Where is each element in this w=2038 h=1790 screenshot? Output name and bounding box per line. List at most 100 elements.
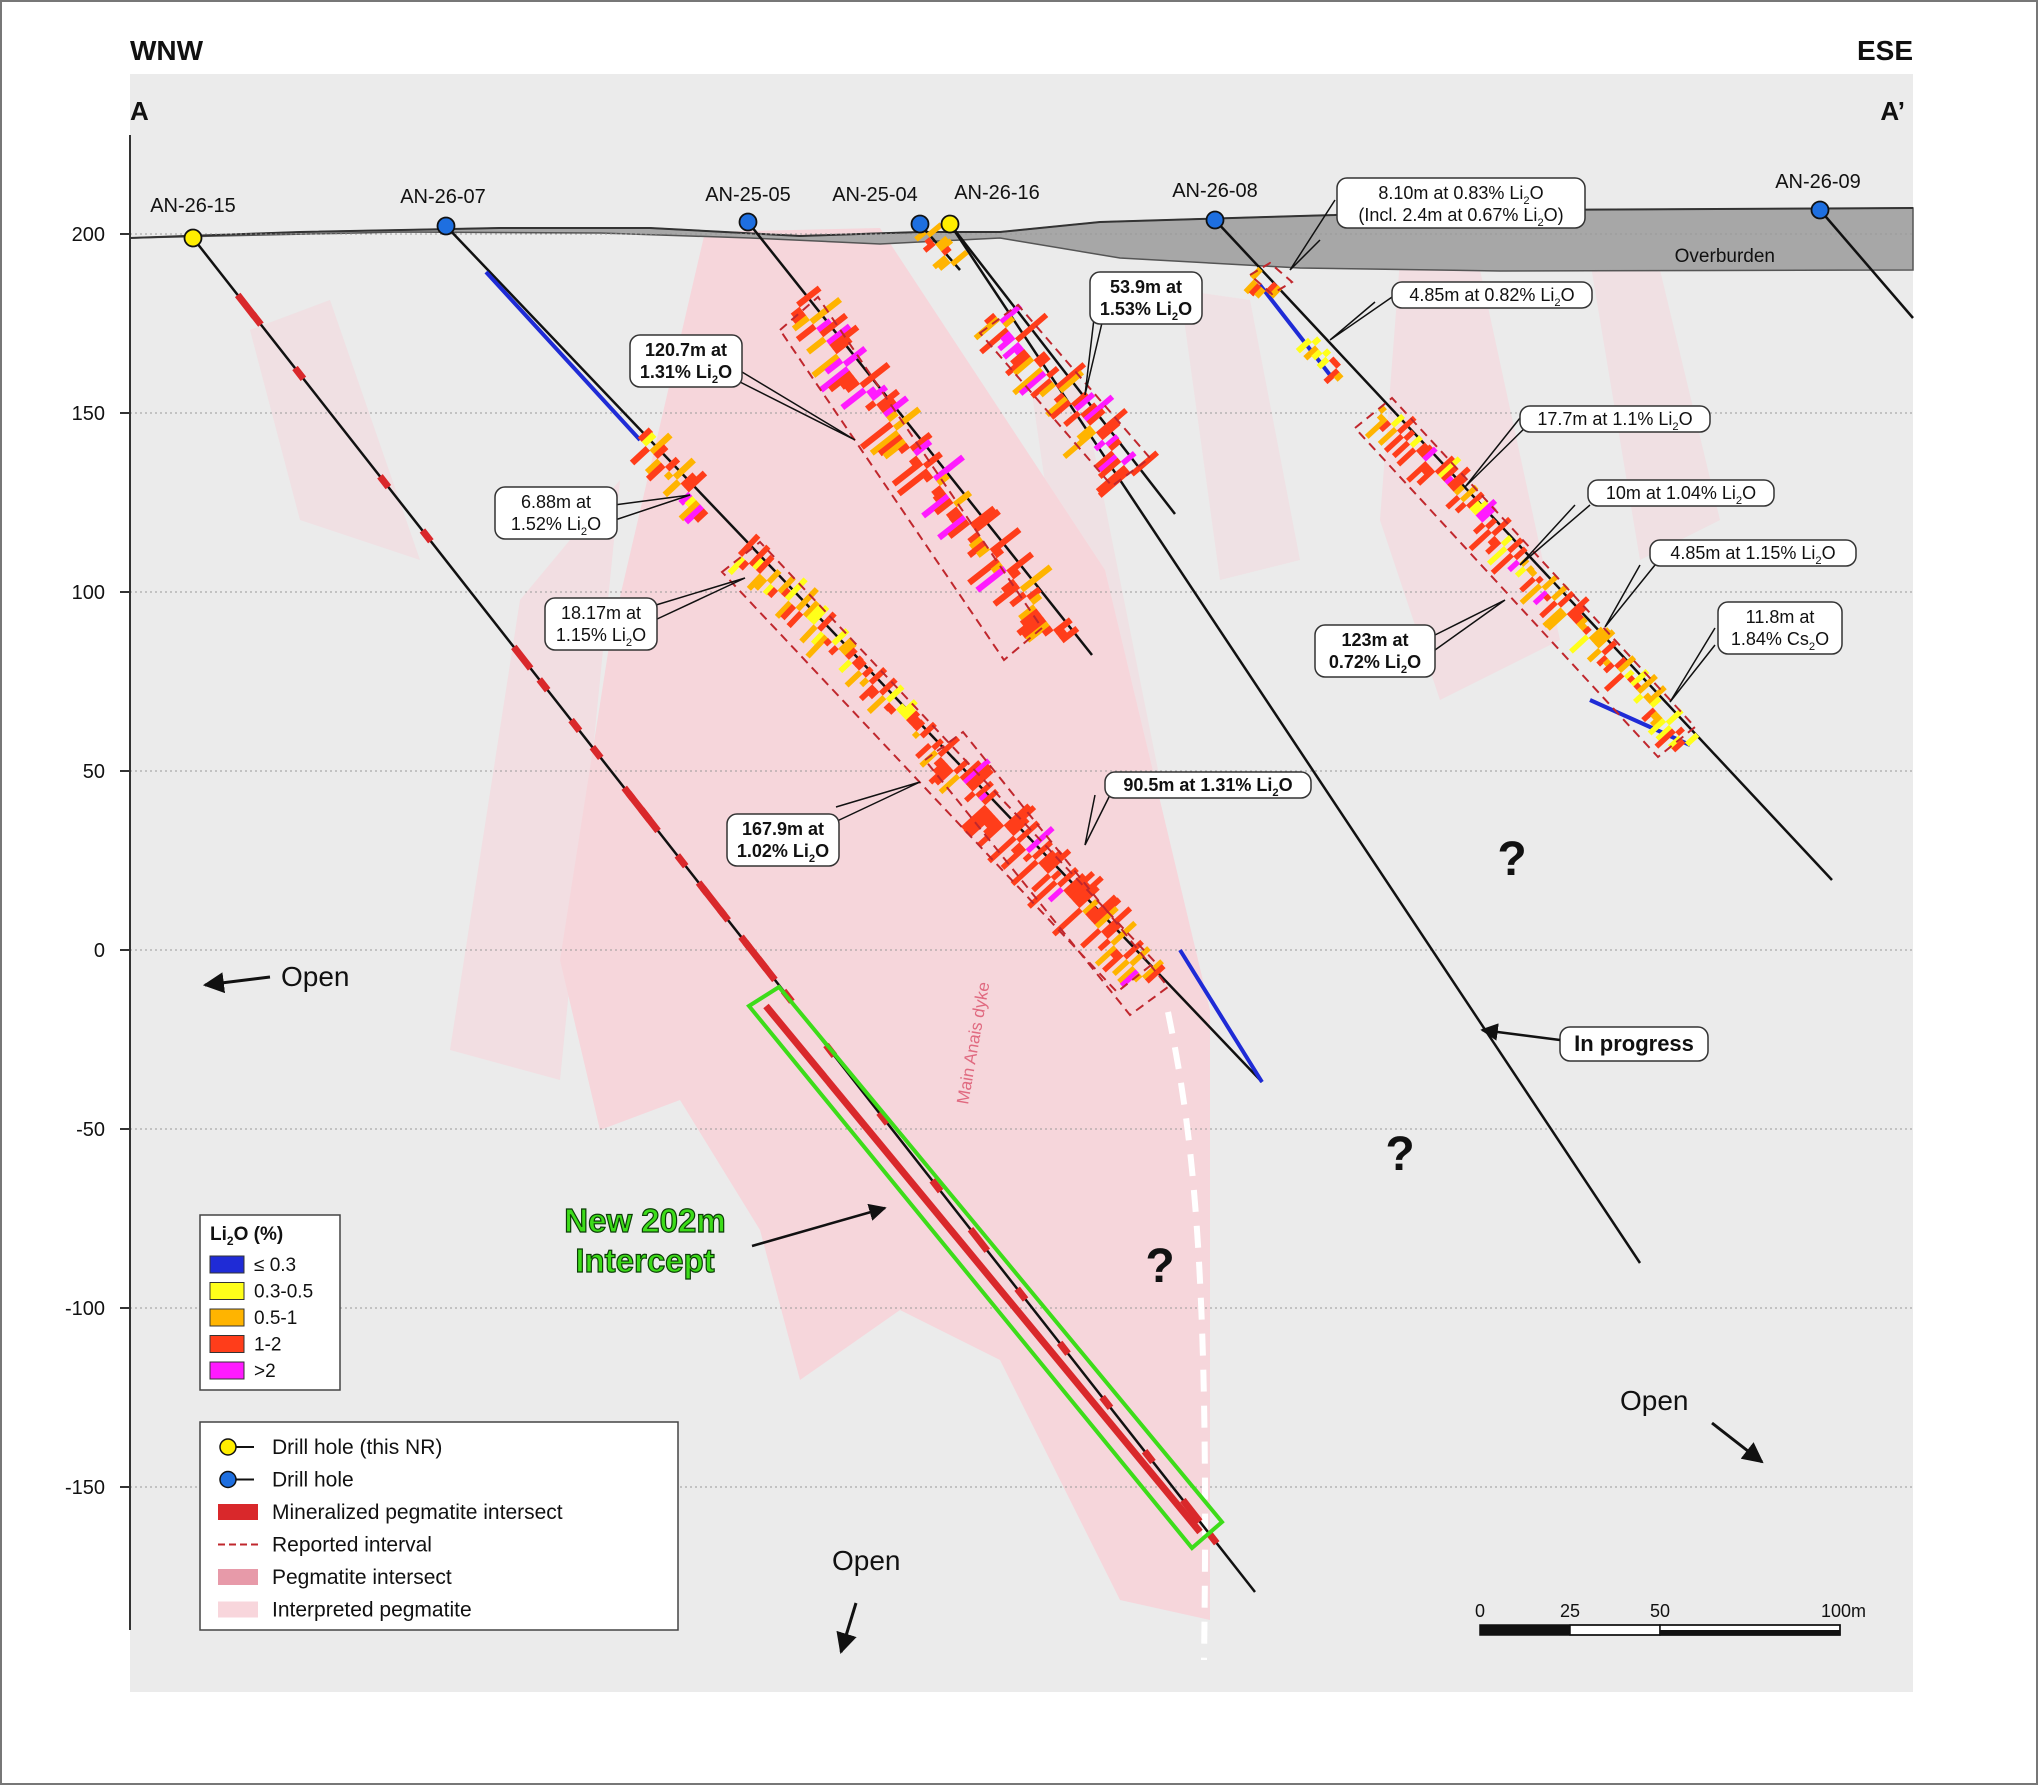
grade-legend-title: Li2O (%) bbox=[210, 1224, 283, 1248]
callout-text: 53.9m at bbox=[1110, 277, 1182, 297]
grade-bar bbox=[978, 792, 989, 802]
grade-bar bbox=[1036, 354, 1051, 368]
grade-bar bbox=[1093, 439, 1106, 452]
grade-bar bbox=[1045, 396, 1069, 418]
callout-13: In progress bbox=[1559, 1026, 1709, 1062]
open-label-southeast: Open bbox=[1620, 1385, 1689, 1416]
grade-bar bbox=[1080, 402, 1098, 419]
pegmatite-tick bbox=[419, 528, 434, 544]
grade-bar bbox=[941, 245, 952, 256]
tick-label-0: 200 bbox=[72, 224, 105, 246]
grade-bar bbox=[684, 470, 708, 493]
in-progress-arrow bbox=[1480, 1023, 1561, 1042]
symbol-legend-item-2: Mineralized pegmatite intersect bbox=[218, 1501, 563, 1524]
grade-bar bbox=[1311, 349, 1323, 361]
grade-bar bbox=[1097, 457, 1122, 479]
grade-bar bbox=[826, 323, 852, 346]
grade-bar bbox=[816, 318, 833, 333]
grade-bar bbox=[832, 336, 853, 355]
grade-bar bbox=[1303, 345, 1320, 361]
hole-label-an-26-09: AN-26-09 bbox=[1775, 171, 1861, 193]
grade-bar bbox=[842, 345, 868, 367]
grade-bar bbox=[1573, 613, 1585, 625]
grade-bar bbox=[1254, 286, 1266, 299]
grade-bar bbox=[937, 736, 961, 758]
grade-bar bbox=[1596, 654, 1609, 667]
grade-legend-label-2: 0.5-1 bbox=[254, 1308, 297, 1329]
callout-8: 18.17m at1.15% Li2O bbox=[544, 597, 658, 651]
callout-text: 1.53% Li2O bbox=[1100, 299, 1192, 323]
grade-bar bbox=[989, 527, 1022, 554]
grade-bar bbox=[805, 634, 829, 659]
grade-bar bbox=[952, 490, 973, 508]
grade-bar bbox=[762, 583, 775, 596]
callout-text: 4.85m at 0.82% Li2O bbox=[1409, 285, 1574, 309]
grade-bar bbox=[1485, 517, 1498, 530]
grade-bar bbox=[892, 406, 922, 431]
grade-bar bbox=[1579, 623, 1588, 632]
grade-bar bbox=[855, 659, 867, 671]
reported-box-90m bbox=[923, 730, 1170, 1017]
an-26-15-pegmatite-ticks bbox=[234, 292, 1220, 1546]
grade-bar bbox=[866, 386, 878, 397]
grade-bar bbox=[1021, 617, 1047, 639]
grade-bar bbox=[1010, 859, 1039, 886]
grade-swatch-1 bbox=[209, 1282, 245, 1300]
grade-bar bbox=[1049, 399, 1072, 420]
grade-bar bbox=[1535, 575, 1544, 584]
grade-bar bbox=[1675, 726, 1685, 737]
grade-bar bbox=[653, 444, 669, 460]
grade-bar bbox=[1006, 551, 1034, 576]
grade-bar bbox=[806, 605, 823, 622]
grade-bar bbox=[1056, 628, 1068, 639]
grade-bar bbox=[964, 790, 976, 803]
grade-bar bbox=[839, 374, 857, 390]
symbol-legend: Drill hole (this NR) Drill hole Mineralize… bbox=[199, 1421, 679, 1631]
grade-bar bbox=[887, 705, 897, 715]
grade-bar bbox=[1469, 500, 1482, 513]
pegmatite-tick bbox=[234, 292, 258, 319]
grade-bar bbox=[1057, 866, 1079, 888]
grade-bar bbox=[921, 493, 951, 519]
grade-bar bbox=[1364, 416, 1389, 439]
callout-text: 1.02% Li2O bbox=[737, 841, 829, 865]
grade-bar bbox=[838, 659, 853, 674]
grade-bar bbox=[1097, 938, 1111, 952]
grade-bar bbox=[868, 687, 880, 700]
grade-bar bbox=[1466, 491, 1485, 510]
collar-an-25-04 bbox=[910, 214, 930, 234]
grade-bar bbox=[912, 439, 933, 457]
grade-bar bbox=[919, 749, 939, 768]
grade-bar bbox=[786, 610, 804, 629]
grade-bar bbox=[1063, 873, 1086, 895]
grade-bar bbox=[950, 249, 969, 267]
question-mark-3: ? bbox=[1145, 1240, 1174, 1293]
grade-bar bbox=[969, 505, 997, 529]
grade-bar bbox=[799, 624, 818, 644]
callout-text: (Incl. 2.4m at 0.67% Li2O) bbox=[1358, 205, 1563, 229]
grade-bar bbox=[844, 670, 863, 688]
grade-bar bbox=[680, 472, 697, 489]
grade-bar bbox=[979, 327, 1010, 355]
grade-bar bbox=[1108, 438, 1122, 452]
grade-bar bbox=[1059, 625, 1080, 644]
grade-bar bbox=[923, 472, 934, 483]
grade-bar bbox=[1105, 434, 1120, 448]
grade-bar bbox=[1038, 849, 1057, 868]
grade-bar bbox=[838, 637, 855, 653]
grade-bar bbox=[1646, 685, 1667, 705]
symbol-legend-item-4: Pegmatite intersect bbox=[218, 1566, 452, 1589]
grade-bar bbox=[1390, 413, 1405, 428]
grade-bar bbox=[1529, 568, 1538, 578]
grade-bar bbox=[1649, 714, 1663, 728]
grade-bar bbox=[1321, 348, 1332, 358]
callout-0: 8.10m at 0.83% Li2O(Incl. 2.4m at 0.67% … bbox=[1336, 177, 1586, 229]
grade-bar bbox=[1041, 849, 1064, 871]
grade-bar bbox=[1098, 420, 1121, 441]
grade-bar bbox=[1671, 738, 1686, 753]
grade-bar bbox=[1323, 368, 1341, 385]
grade-bar bbox=[1039, 381, 1056, 398]
mineralized-segment bbox=[625, 790, 653, 823]
open-arrow-west bbox=[202, 972, 271, 994]
grade-bar bbox=[780, 604, 797, 621]
